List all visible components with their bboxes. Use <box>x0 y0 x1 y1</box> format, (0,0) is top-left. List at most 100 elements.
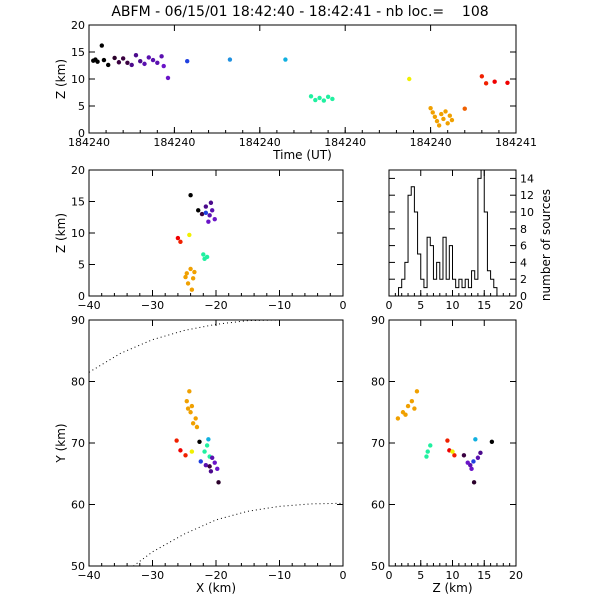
z-plan-view-point <box>445 438 450 443</box>
z-plan-view-point <box>471 480 477 485</box>
plan-view-point <box>184 398 189 404</box>
x-height-point <box>212 216 217 222</box>
time-height-point <box>142 61 147 67</box>
time-height-ytick-label: 0 <box>78 127 85 140</box>
time-height-point <box>120 56 126 61</box>
time-height-point <box>116 60 122 65</box>
z-plan-view-xlabel: Z (km) <box>432 581 472 595</box>
plan-view-point <box>206 437 211 442</box>
z-plan-view-xtick-label: 20 <box>509 569 523 582</box>
plan-view-point <box>185 406 191 411</box>
height-histogram-ytick-label: 12 <box>520 189 534 202</box>
z-plan-view-point <box>465 460 470 465</box>
plan-view-point <box>187 389 192 394</box>
height-histogram-xtick-label: 15 <box>477 299 491 312</box>
x-height-point <box>196 208 201 213</box>
plan-view-point <box>209 455 215 460</box>
time-height-point <box>95 59 100 64</box>
z-plan-view-panel <box>388 319 517 567</box>
plan-view-xtick-label: −30 <box>141 569 164 582</box>
height-histogram-panel <box>388 169 517 297</box>
height-histogram-xtick-label: 0 <box>386 299 393 312</box>
z-plan-view-point <box>461 453 467 458</box>
time-height-point <box>283 57 288 62</box>
z-plan-view-point <box>489 439 495 444</box>
plan-view-xtick-label: −20 <box>204 569 227 582</box>
height-histogram-step-line <box>389 169 516 297</box>
x-height-point <box>183 274 188 280</box>
plan-view-point <box>193 416 198 421</box>
time-height-point <box>462 106 467 111</box>
z-plan-view-point <box>403 412 408 417</box>
x-height-ytick-label: 20 <box>71 164 85 177</box>
z-plan-view-point <box>414 389 420 394</box>
time-height-point <box>165 75 171 81</box>
z-plan-view-point <box>425 449 430 454</box>
plan-view-ytick-label: 60 <box>71 499 85 512</box>
x-height-point <box>188 266 193 272</box>
plan-view-point <box>215 466 220 472</box>
x-height-ytick-label: 10 <box>71 227 85 240</box>
time-height-point <box>505 80 510 85</box>
x-height-point <box>178 239 183 245</box>
plan-view-point <box>188 410 193 415</box>
x-height-point <box>203 204 209 209</box>
z-plan-view-point <box>450 449 455 454</box>
plan-view-ytick-label: 90 <box>71 314 85 327</box>
z-plan-view-frame <box>388 319 517 567</box>
time-height-point <box>138 58 143 64</box>
z-plan-view-ytick-label: 90 <box>371 314 385 327</box>
x-height-point <box>187 232 192 238</box>
z-plan-view-point <box>452 453 457 458</box>
time-height-point <box>99 43 105 48</box>
x-height-point <box>192 269 197 275</box>
height-histogram-ylabel: number of sources <box>539 189 553 301</box>
height-histogram-ytick-label: 14 <box>520 172 534 185</box>
time-height-point <box>436 123 442 128</box>
time-height-xtick-label: 184240 <box>68 136 110 149</box>
time-height-point <box>125 60 130 65</box>
plan-view-xtick-label: −40 <box>77 569 100 582</box>
plan-view-point <box>189 449 195 454</box>
time-height-point <box>330 96 335 102</box>
plan-view-xlabel: X (km) <box>196 581 236 595</box>
range-arc <box>88 319 280 373</box>
plan-view-point <box>178 448 183 453</box>
x-height-point <box>190 276 196 281</box>
plan-view-point <box>208 469 214 474</box>
z-plan-view-point <box>424 454 429 459</box>
plan-view-point <box>194 424 200 430</box>
time-height-ytick-label: 15 <box>71 46 85 59</box>
time-height-point <box>321 98 327 103</box>
time-height-point <box>483 81 489 86</box>
height-histogram-ytick-label: 8 <box>520 223 527 236</box>
time-height-frame <box>88 24 517 134</box>
height-histogram-ytick-label: 6 <box>520 240 527 253</box>
time-height-point <box>101 57 107 63</box>
height-histogram-ytick-label: 10 <box>520 206 534 219</box>
time-height-point <box>479 74 485 79</box>
time-height-point <box>185 58 190 64</box>
x-height-point <box>201 252 206 257</box>
time-height-xtick-label: 184240 <box>153 136 195 149</box>
plan-view-point <box>174 438 179 443</box>
height-histogram-xtick-label: 20 <box>509 299 523 312</box>
plan-view-point <box>183 453 188 458</box>
time-height-point <box>441 116 446 122</box>
height-histogram-xtick-label: 5 <box>417 299 424 312</box>
plan-view-point <box>198 459 203 464</box>
time-height-xtick-label: 184240 <box>410 136 452 149</box>
height-histogram-ytick-label: 4 <box>520 256 527 269</box>
time-height-point <box>155 60 160 65</box>
x-height-point <box>189 287 195 292</box>
x-height-point <box>202 256 207 262</box>
time-height-point <box>150 57 156 63</box>
time-height-point <box>492 79 497 84</box>
plan-view-ytick-label: 70 <box>71 437 85 450</box>
x-height-xtick-label: −20 <box>204 299 227 312</box>
time-height-point <box>317 95 322 101</box>
plan-view-panel <box>88 319 344 567</box>
plan-view-point <box>212 460 217 465</box>
x-height-point <box>208 200 214 205</box>
time-height-point <box>325 94 331 100</box>
